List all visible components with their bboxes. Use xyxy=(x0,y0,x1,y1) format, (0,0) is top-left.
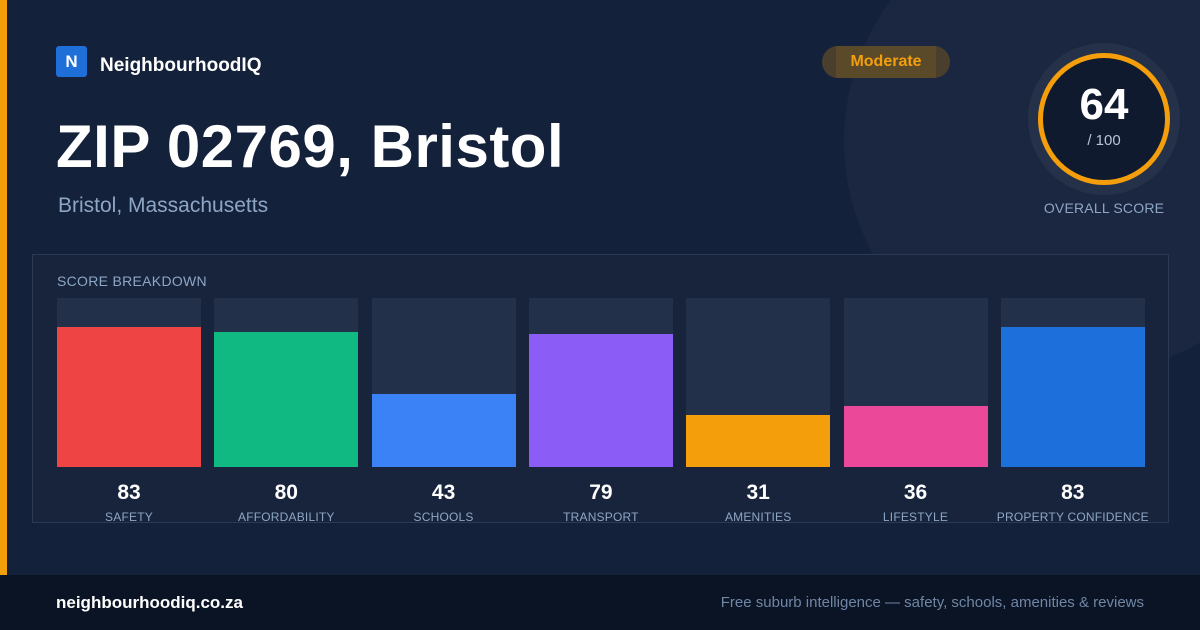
score-bar-value: 80 xyxy=(274,481,298,504)
overall-score-value: 64 xyxy=(1079,80,1129,129)
score-bar-track xyxy=(1000,298,1145,467)
score-bar-track xyxy=(57,298,201,467)
brand-name: NeighbourhoodIQ xyxy=(100,54,262,76)
score-bar-label: AFFORDABILITY xyxy=(237,510,335,524)
score-bar-value: 83 xyxy=(1061,481,1085,504)
score-bar-fill xyxy=(528,333,673,467)
rating-badge-label: Moderate xyxy=(850,53,922,70)
brand[interactable]: N NeighbourhoodIQ xyxy=(56,46,261,77)
breakdown-title: SCORE BREAKDOWN xyxy=(57,273,207,289)
page-title: ZIP 02769, Bristol xyxy=(56,113,565,180)
score-bar-label: SAFETY xyxy=(105,510,153,524)
score-bar-fill xyxy=(371,394,516,467)
score-bar-fill xyxy=(1000,326,1145,467)
score-bar-fill xyxy=(214,331,359,467)
rating-badge: Moderate xyxy=(822,46,950,78)
score-ring-gauge xyxy=(1038,53,1170,185)
score-bar-label: AMENITIES xyxy=(724,510,792,524)
score-bar-value: 31 xyxy=(746,481,770,504)
score-bar-value: 79 xyxy=(589,481,613,504)
score-bar-fill xyxy=(686,414,831,467)
score-bar-track xyxy=(528,298,673,467)
accent-bar xyxy=(0,0,7,575)
score-bar-track xyxy=(214,298,359,467)
location-subtitle: Bristol, Massachusetts xyxy=(58,194,269,217)
share-card: N NeighbourhoodIQ ZIP 02769, Bristol Bri… xyxy=(0,0,1200,575)
score-bar-fill xyxy=(57,326,201,467)
score-bar-label: LIFESTYLE xyxy=(882,510,949,524)
overall-score-ring: 64 / 100 xyxy=(1028,43,1180,195)
score-bar-label: SCHOOLS xyxy=(413,510,474,524)
footer-tagline: Free suburb intelligence — safety, schoo… xyxy=(720,594,1144,611)
score-bar-label: PROPERTY CONFIDENCE xyxy=(996,510,1149,524)
score-bar-label: TRANSPORT xyxy=(563,510,639,524)
score-bar-value: 43 xyxy=(431,481,456,504)
footer-url-link[interactable]: neighbourhoodiq.co.za xyxy=(56,593,243,612)
score-bar-track xyxy=(686,298,831,467)
score-bar-track xyxy=(371,298,516,467)
score-bar-value: 36 xyxy=(903,481,928,504)
score-bar-value: 83 xyxy=(117,481,141,504)
score-bar-fill xyxy=(843,406,988,467)
footer: neighbourhoodiq.co.za Free suburb intell… xyxy=(0,575,1200,630)
brand-logo-icon: N xyxy=(56,46,87,77)
score-breakdown-panel: SCORE BREAKDOWN 83 SAFETY 80 AFFORDABILITY 4… xyxy=(32,254,1169,524)
score-bar-track xyxy=(843,298,988,467)
overall-score-caption: OVERALL SCORE xyxy=(1043,200,1165,216)
overall-score-max: / 100 xyxy=(1087,132,1121,149)
